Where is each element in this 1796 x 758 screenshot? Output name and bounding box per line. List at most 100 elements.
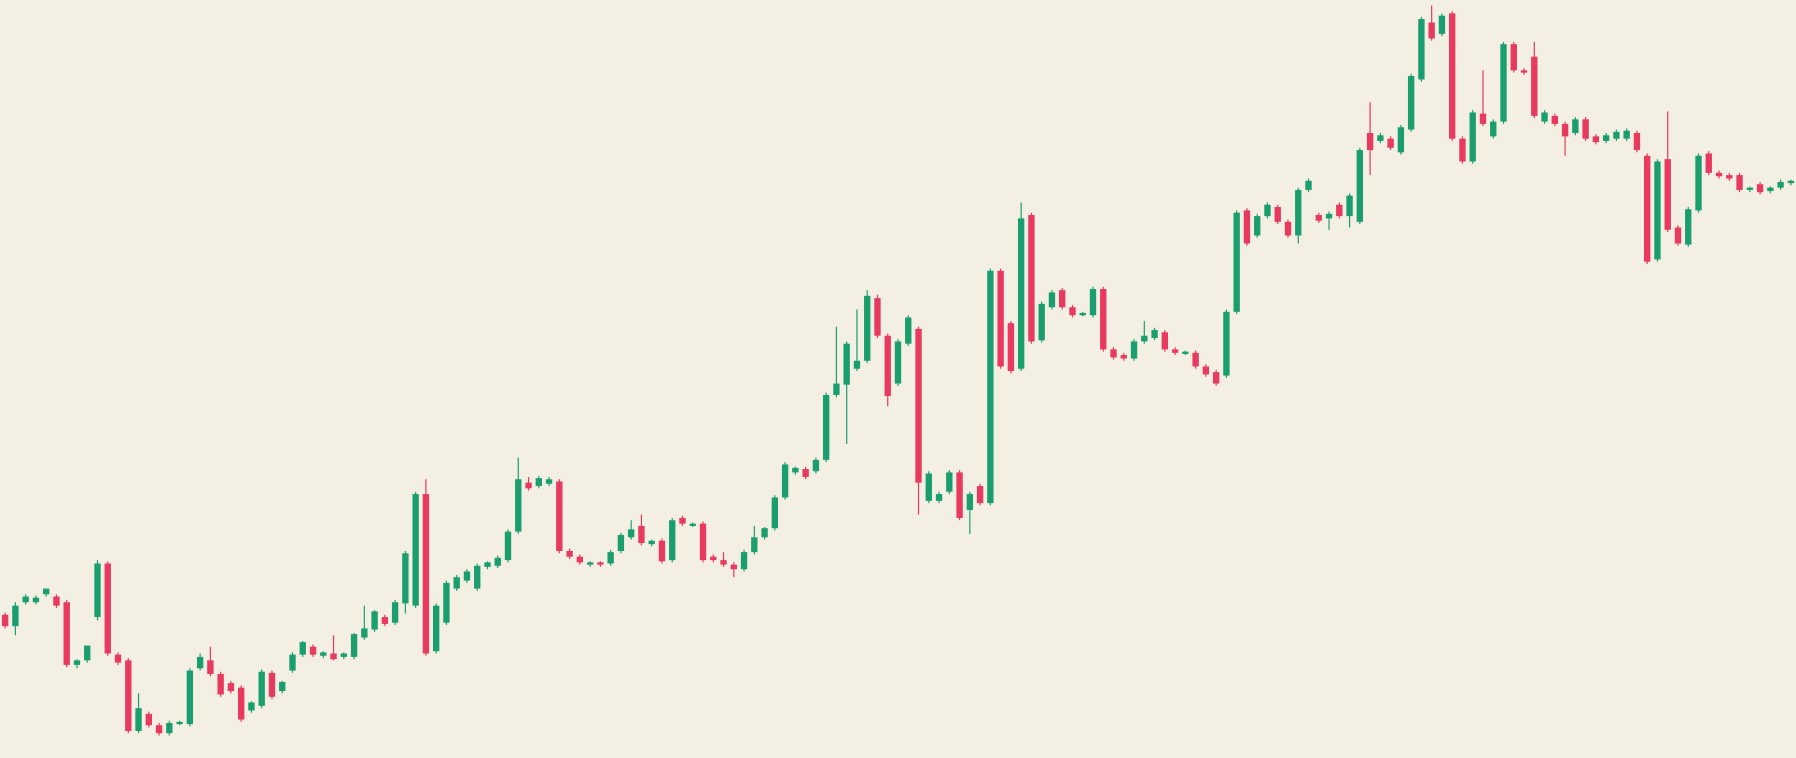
candle-body: [1674, 227, 1682, 244]
candle-body: [556, 481, 563, 551]
candle-body: [586, 562, 594, 565]
candle-body: [658, 540, 666, 562]
candle-body: [1120, 355, 1127, 359]
candle-body: [237, 687, 245, 720]
candle-body: [822, 394, 830, 460]
candle-body: [607, 552, 614, 564]
candle-body: [1305, 180, 1312, 190]
candle-body: [166, 722, 173, 734]
candle-body: [864, 295, 871, 361]
candle-body: [1336, 204, 1343, 217]
candle-body: [1233, 212, 1240, 312]
candle-body: [1572, 119, 1579, 133]
candle-body: [617, 535, 625, 551]
candle-body: [1079, 312, 1086, 316]
candle-body: [987, 270, 994, 504]
candle-body: [730, 564, 737, 570]
candle-body: [1726, 175, 1733, 179]
candle-body: [689, 523, 696, 526]
candle-body: [84, 645, 91, 661]
candle-body: [1017, 218, 1025, 369]
candle-body: [1438, 15, 1446, 34]
candle-body: [761, 528, 768, 538]
candle-body: [22, 596, 29, 603]
candle-body: [935, 494, 943, 501]
candle-body: [1787, 180, 1795, 184]
candle-body: [720, 560, 727, 565]
candle-body: [751, 537, 758, 553]
candle-body: [1531, 56, 1538, 116]
candle-body: [1397, 127, 1405, 153]
candle-body: [966, 494, 974, 510]
candle-body: [1613, 131, 1620, 139]
candle-body: [997, 270, 1004, 367]
candle-body: [494, 557, 501, 566]
candle-body: [1736, 175, 1743, 190]
candle-body: [1592, 136, 1600, 143]
candle-body: [1, 614, 9, 627]
candle-body: [504, 531, 512, 561]
candle-body: [391, 602, 399, 623]
candle-body: [545, 479, 553, 484]
candle-body: [669, 520, 676, 561]
candle-body: [1756, 184, 1764, 193]
candle-body: [484, 562, 491, 567]
candle-body: [894, 341, 902, 384]
candle-body: [422, 494, 430, 654]
candle-body: [114, 654, 122, 663]
candle-body: [94, 563, 101, 618]
candle-body: [1479, 113, 1487, 124]
candle-body: [1192, 352, 1199, 367]
candle-body: [299, 642, 306, 655]
candle-body: [1520, 70, 1528, 73]
candle-body: [1171, 349, 1179, 353]
candle-body: [43, 588, 50, 595]
candle-body: [1561, 123, 1569, 137]
candle-body: [381, 617, 389, 624]
candle-body: [710, 556, 717, 561]
candle-body: [1264, 204, 1271, 217]
candle-body: [1510, 44, 1517, 71]
candle-body: [155, 725, 163, 734]
candle-body: [258, 671, 265, 706]
candle-body: [1418, 19, 1425, 80]
candle-body: [1007, 323, 1015, 372]
candle-body: [1069, 307, 1076, 316]
candle-body: [453, 577, 460, 589]
candle-body: [535, 478, 542, 487]
candle-body: [1407, 76, 1415, 130]
candle-body: [1623, 130, 1630, 139]
candle-body: [1715, 172, 1723, 177]
candle-body: [1202, 366, 1210, 375]
candle-body: [566, 550, 573, 557]
candle-body: [371, 611, 378, 630]
candle-body: [1212, 372, 1220, 384]
candle-body: [1582, 119, 1589, 139]
candle-body: [976, 486, 984, 504]
candle-body: [104, 563, 111, 654]
candle-body: [1274, 207, 1281, 222]
candle-body: [1633, 132, 1641, 151]
candle-body: [1428, 22, 1435, 39]
candle-body: [1541, 112, 1548, 122]
candle-body: [925, 473, 932, 501]
candle-body: [576, 556, 584, 563]
candle-body: [432, 605, 440, 652]
candle-body: [1746, 187, 1753, 190]
candle-body: [525, 482, 532, 489]
candle-body: [1089, 289, 1097, 316]
candle-body: [1767, 187, 1774, 192]
candle-body: [12, 605, 19, 627]
candle-body: [1315, 214, 1322, 221]
candle-body: [1254, 216, 1261, 236]
candle-body: [1377, 135, 1384, 141]
candle-body: [32, 597, 40, 603]
candle-body: [1243, 210, 1251, 244]
candle-body: [1654, 161, 1661, 260]
candle-body: [627, 529, 635, 538]
candle-body: [1059, 290, 1066, 308]
candle-body: [597, 562, 604, 565]
candle-body: [135, 708, 142, 731]
